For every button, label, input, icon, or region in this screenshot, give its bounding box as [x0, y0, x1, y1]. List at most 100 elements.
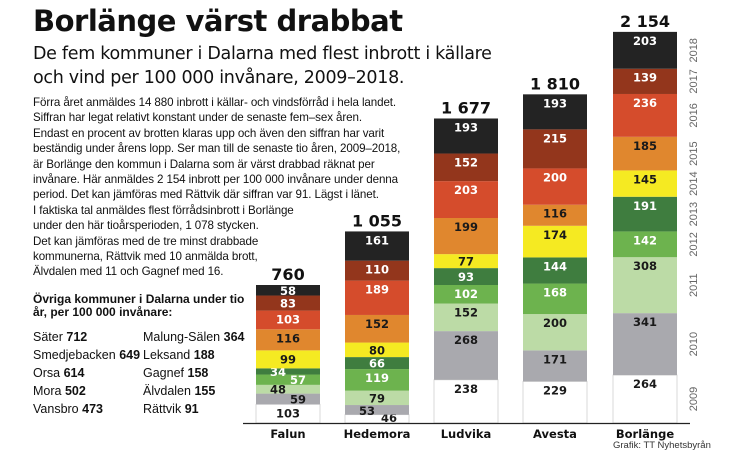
bar-segment-2010: [523, 350, 587, 382]
segment-value-label: 110: [365, 263, 389, 277]
body-line: invånare. Här anmäldes 2 154 inbrott per…: [33, 173, 399, 187]
year-legend-label: 2009: [688, 387, 700, 411]
segment-value-label: 58: [280, 284, 296, 298]
segment-value-label: 185: [633, 139, 657, 153]
bar-segment-2017: [523, 129, 587, 169]
segment-value-label: 119: [365, 371, 389, 385]
municipality-item: Smedjebacken 649: [33, 346, 140, 364]
bar-segment-2017: [345, 260, 409, 281]
bar-segment-2015: [345, 314, 409, 343]
segment-value-label: 103: [276, 313, 300, 327]
bar-total-label: 1 810: [530, 74, 580, 93]
bar-segment-2018: [256, 285, 320, 296]
bar-stack: 264 341 308 142 191 145 185 236 139 203: [612, 31, 678, 424]
body-line: period. Det kan jämföras med Rättvik där…: [33, 188, 379, 202]
segment-value-label: 77: [458, 255, 474, 269]
bar-total-label: 1 055: [352, 211, 402, 230]
municipality-value: 649: [119, 348, 141, 362]
body-line: under den här tioårsperioden, 1 078 styc…: [33, 219, 259, 233]
bar-segment-2018: [523, 94, 587, 130]
municipality-value: 502: [64, 384, 86, 398]
segment-value-label: 203: [454, 183, 478, 197]
bar-segment-2018: [434, 118, 498, 154]
bar-segment-2013: [345, 357, 409, 370]
segment-value-label: 199: [454, 220, 478, 234]
segment-value-label: 83: [280, 297, 296, 311]
year-legend-label: 2013: [688, 202, 700, 226]
segment-value-label: 308: [633, 259, 657, 273]
segment-value-label: 203: [633, 34, 657, 48]
municipality-name: Mora: [33, 384, 62, 398]
municipality-value: 91: [184, 402, 199, 416]
category-label: Ludvika: [441, 427, 492, 441]
segment-value-label: 103: [276, 406, 300, 420]
segment-value-label: 238: [454, 382, 478, 396]
segment-value-label: 193: [454, 120, 478, 134]
segment-value-label: 59: [290, 392, 306, 406]
bar-segment-2014: [523, 225, 587, 258]
municipality-item: Vansbro 473: [33, 400, 140, 418]
bar-segment-2016: [613, 93, 677, 137]
municipality-value: 155: [194, 384, 216, 398]
municipality-item: Orsa 614: [33, 364, 140, 382]
segment-value-label: 191: [633, 199, 657, 213]
municipality-value: 712: [66, 330, 88, 344]
segment-value-label: 161: [365, 233, 389, 247]
municipality-value: 188: [193, 348, 215, 362]
municipality-value: 473: [82, 402, 103, 416]
body-line: är Borlänge den kommun i Dalarna som är …: [33, 157, 375, 171]
year-legend-label: 2011: [688, 273, 700, 297]
segment-value-label: 236: [633, 96, 657, 110]
bar-segment-2012: [613, 231, 677, 258]
bar-segment-2018: [613, 31, 677, 69]
municipality-name: Rättvik: [143, 402, 182, 416]
bar-segment-2017: [256, 295, 320, 311]
body-line: beständig under årens lopp. Ser man till…: [33, 142, 401, 156]
bar-segment-2015: [523, 204, 587, 226]
bar-stack: 229 171 200 168 144 174 116 200 215 193: [522, 94, 588, 424]
bar-segment-2016: [256, 310, 320, 330]
bar-segment-2011: [256, 384, 320, 394]
category-label: Hedemora: [344, 427, 411, 441]
bar-segment-2011: [345, 390, 409, 406]
segment-value-label: 193: [543, 96, 567, 110]
segment-value-label: 144: [543, 259, 567, 273]
segment-value-label: 142: [633, 233, 657, 247]
bar-segment-2012: [256, 374, 320, 385]
bar-segment-2015: [256, 329, 320, 351]
municipality-name: Älvdalen: [143, 384, 191, 398]
segment-value-label: 66: [369, 357, 385, 371]
segment-value-label: 53: [359, 404, 375, 418]
segment-value-label: 152: [365, 317, 389, 331]
other-municipalities-title: Övriga kommuner i Dalarna under tio år, …: [33, 292, 245, 319]
segment-value-label: 168: [543, 286, 567, 300]
municipality-value: 158: [187, 366, 209, 380]
bar-segment-2012: [523, 283, 587, 315]
segment-value-label: 116: [543, 207, 567, 221]
category-label: Borlänge: [616, 427, 674, 441]
bar-segment-2010: [345, 405, 409, 415]
municipality-name: Säter: [33, 330, 63, 344]
bar-segment-2013: [523, 257, 587, 284]
chart-subtitle: De fem kommuner i Dalarna med flest inbr…: [33, 44, 492, 88]
municipality-name: Gagnef: [143, 366, 185, 380]
segment-value-label: 48: [270, 383, 286, 397]
bar-segment-2013: [256, 368, 320, 375]
body-line: kommunerna, Rättvik med 10 anmälda brott…: [33, 250, 258, 264]
year-legend-label: 2017: [688, 69, 700, 93]
year-legend-label: 2010: [688, 332, 700, 356]
segment-value-label: 80: [369, 343, 385, 357]
bar-segment-2014: [345, 342, 409, 358]
municipality-item: Säter 712: [33, 328, 140, 346]
category-label: Avesta: [533, 427, 577, 441]
bar-segment-2015: [613, 136, 677, 171]
segment-value-label: 200: [543, 316, 567, 330]
year-legend-label: 2016: [688, 103, 700, 127]
body-line: Förra året anmäldes 14 880 inbrott i käl…: [33, 96, 397, 109]
segment-value-label: 189: [365, 283, 389, 297]
municipality-item: Mora 502: [33, 382, 140, 400]
graphic-credit: Grafik: TT Nyhetsbyrån: [613, 440, 711, 451]
bar-segment-2009: [433, 379, 499, 424]
segment-value-label: 152: [454, 156, 478, 170]
